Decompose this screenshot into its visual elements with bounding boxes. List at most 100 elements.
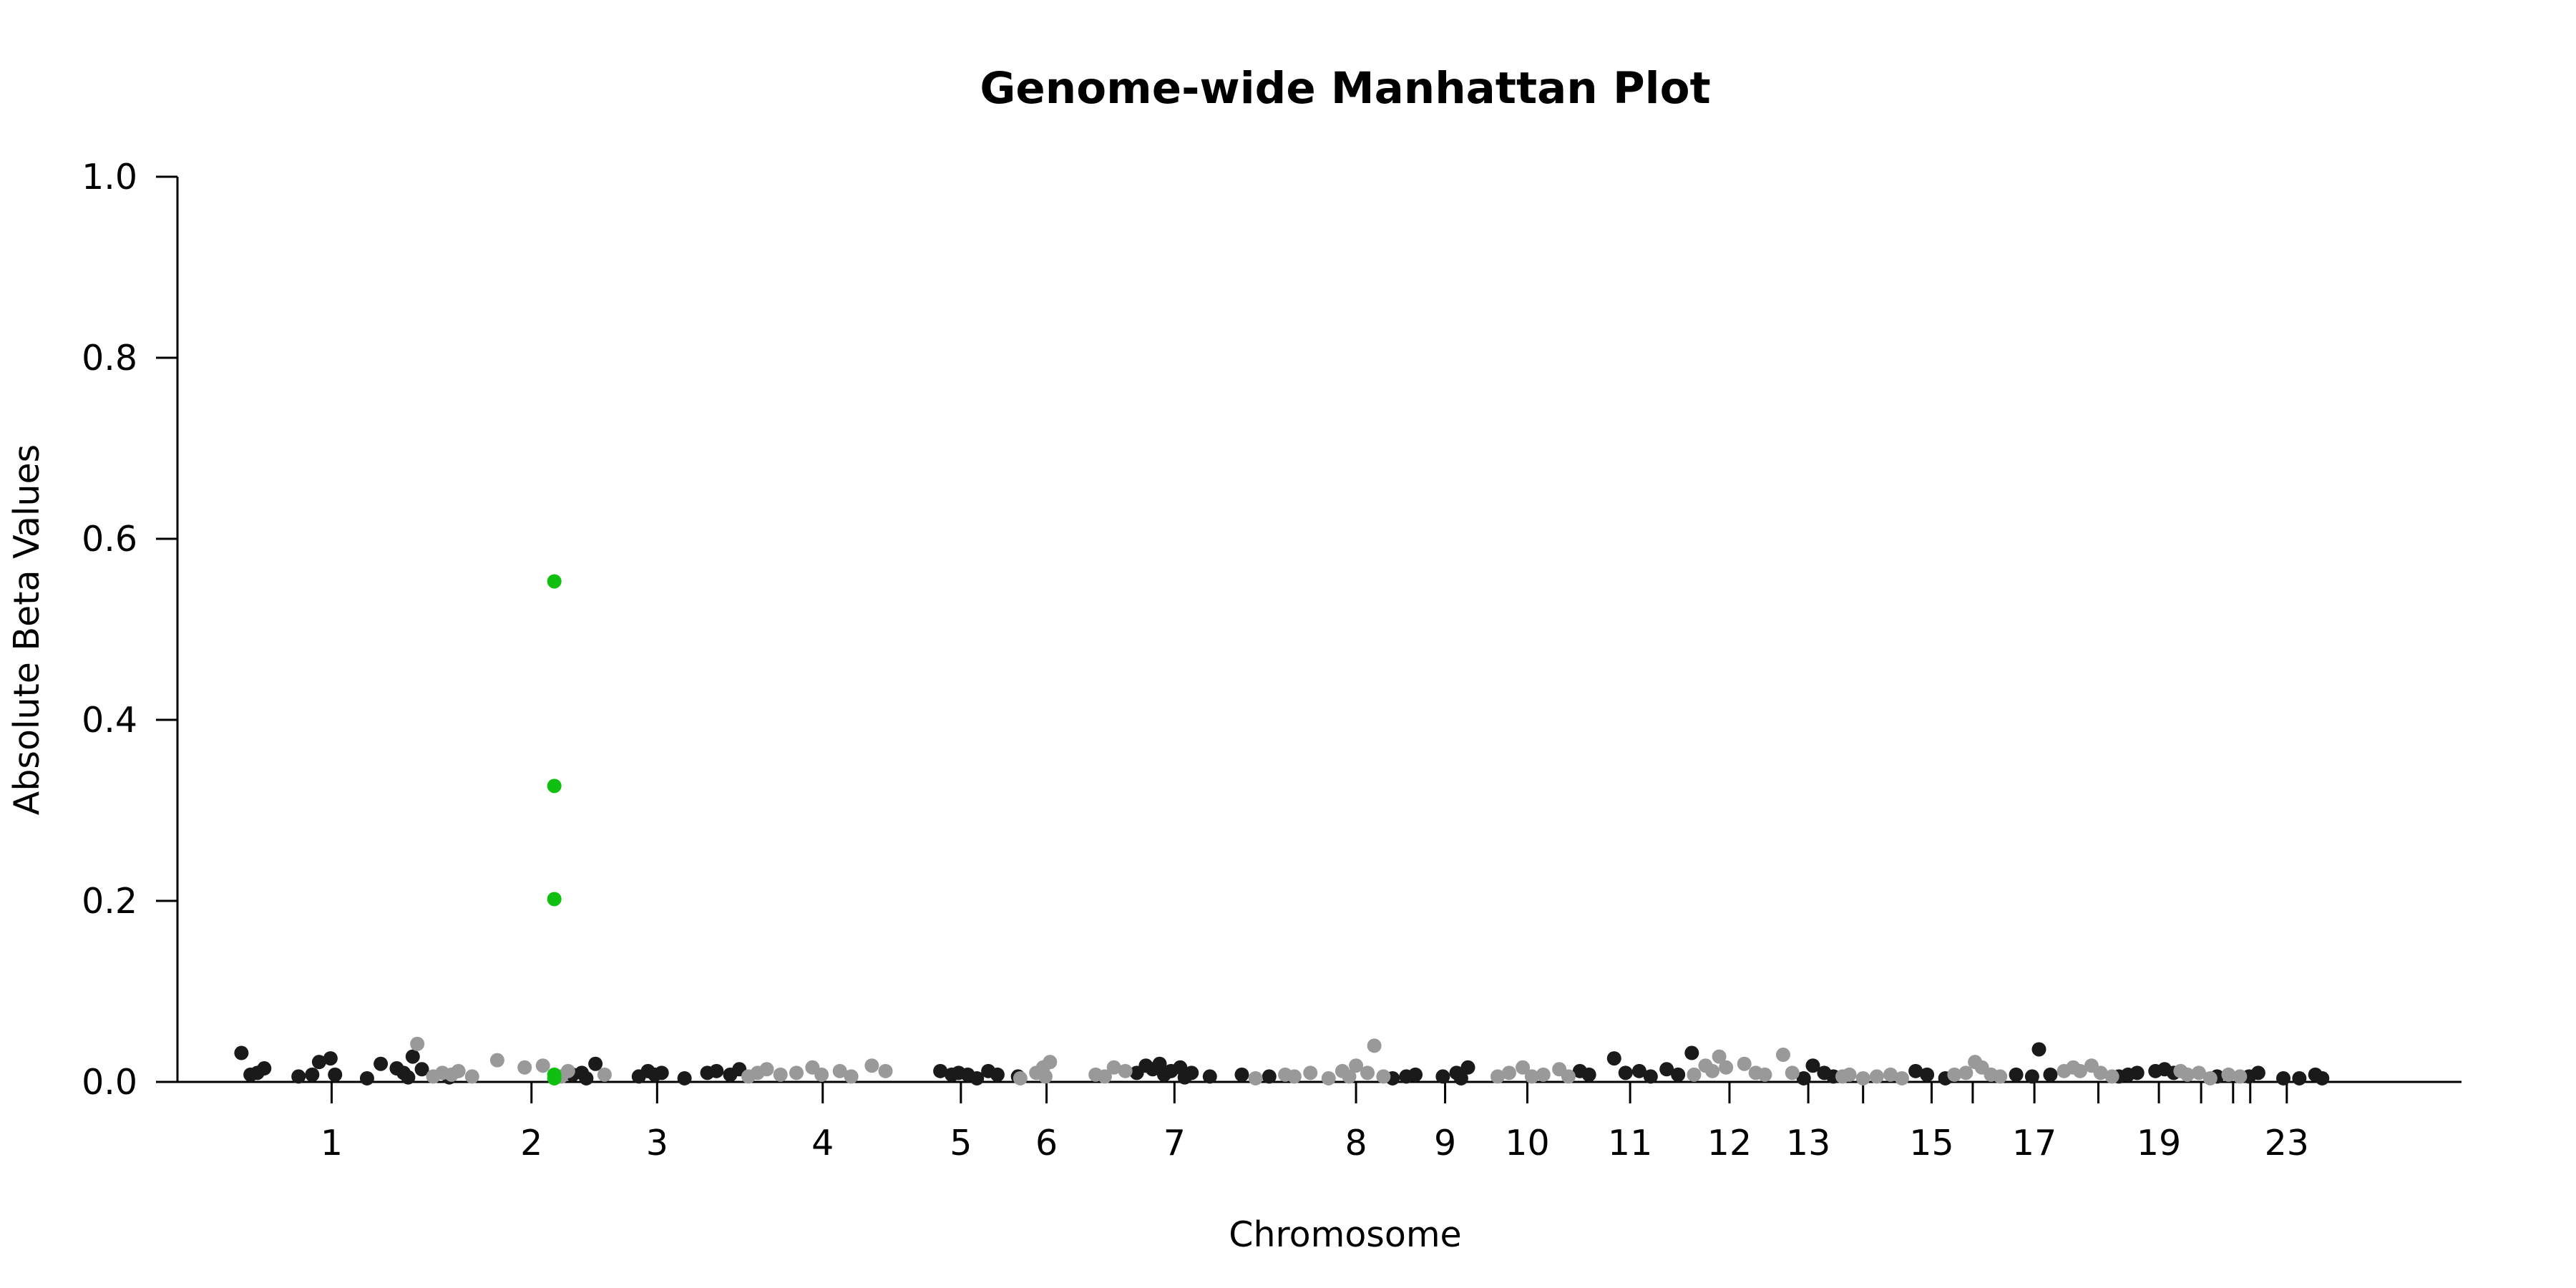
data-point — [1737, 1056, 1752, 1071]
data-point — [1618, 1065, 1633, 1080]
data-point — [311, 1055, 326, 1070]
data-point — [579, 1070, 594, 1085]
data-point — [257, 1061, 272, 1076]
data-point — [1684, 1045, 1699, 1060]
data-point — [464, 1069, 479, 1084]
data-point — [1671, 1067, 1686, 1082]
data-point — [560, 1063, 575, 1078]
data-point — [1561, 1069, 1576, 1084]
data-point — [933, 1063, 948, 1078]
data-point — [1013, 1070, 1028, 1085]
x-tick-label: 3 — [646, 1123, 668, 1163]
data-point — [1262, 1069, 1277, 1084]
data-point — [1184, 1065, 1199, 1080]
data-point — [1757, 1067, 1772, 1082]
data-point — [2292, 1070, 2307, 1085]
data-point — [234, 1045, 249, 1060]
data-point — [1202, 1069, 1217, 1084]
y-axis-label: Absolute Beta Values — [6, 444, 47, 815]
data-point — [2315, 1070, 2330, 1085]
x-tick-label: 7 — [1163, 1123, 1186, 1163]
data-point — [1606, 1051, 1621, 1066]
data-point — [677, 1070, 692, 1085]
data-point — [547, 892, 562, 907]
data-point — [1643, 1069, 1658, 1084]
data-point — [970, 1070, 985, 1085]
data-point — [323, 1051, 338, 1066]
data-point — [1631, 1063, 1646, 1078]
data-point — [654, 1065, 669, 1080]
x-tick-label: 6 — [1035, 1123, 1058, 1163]
data-point — [1659, 1062, 1674, 1077]
data-point — [1805, 1058, 1820, 1073]
data-point — [2233, 1069, 2248, 1084]
data-point — [2009, 1067, 2024, 1082]
chart-title: Genome-wide Manhattan Plot — [980, 63, 1710, 114]
data-point — [1855, 1070, 1870, 1085]
y-axis: 0.0 0.2 0.4 0.6 0.8 1.0 — [82, 157, 179, 1103]
x-tick-label: 13 — [1786, 1123, 1830, 1163]
data-point — [1775, 1048, 1790, 1063]
x-tick-label: 9 — [1434, 1123, 1456, 1163]
data-point — [1908, 1063, 1923, 1078]
data-point — [1435, 1069, 1450, 1084]
data-point — [2276, 1070, 2291, 1085]
y-tick-label: 0.8 — [82, 338, 137, 379]
data-point — [2093, 1065, 2108, 1080]
x-tick-label: 11 — [1608, 1123, 1652, 1163]
data-point — [1038, 1069, 1053, 1084]
data-point — [535, 1058, 550, 1073]
data-point — [1043, 1055, 1058, 1070]
data-point — [401, 1070, 416, 1085]
x-tick-label: 8 — [1345, 1123, 1367, 1163]
data-point — [844, 1069, 859, 1084]
data-point — [1490, 1069, 1505, 1084]
data-point — [1303, 1065, 1318, 1080]
data-point — [547, 574, 562, 589]
y-tick-label: 1.0 — [82, 157, 137, 197]
data-point — [1536, 1067, 1551, 1082]
data-point — [1785, 1065, 1800, 1080]
data-point — [405, 1049, 420, 1064]
x-tick-label: 23 — [2265, 1123, 2309, 1163]
data-point — [588, 1056, 603, 1071]
data-point — [1705, 1063, 1720, 1078]
data-points — [234, 574, 2330, 1085]
data-point — [1118, 1063, 1133, 1078]
data-point — [489, 1053, 504, 1068]
data-point — [2191, 1065, 2206, 1080]
data-point — [709, 1063, 724, 1078]
data-point — [878, 1063, 893, 1078]
x-tick-label: 12 — [1707, 1123, 1752, 1163]
data-point — [2129, 1065, 2145, 1080]
data-point — [1796, 1070, 1811, 1085]
data-point — [414, 1062, 429, 1077]
data-point — [1287, 1069, 1302, 1084]
data-point — [990, 1067, 1005, 1082]
data-point — [759, 1062, 774, 1077]
data-point — [410, 1036, 425, 1051]
data-point — [1152, 1056, 1167, 1071]
data-point — [1524, 1069, 1539, 1084]
data-point — [597, 1067, 612, 1082]
data-point — [1516, 1060, 1531, 1075]
data-point — [773, 1067, 788, 1082]
x-tick-label: 4 — [811, 1123, 834, 1163]
data-point — [1349, 1058, 1364, 1073]
data-point — [1234, 1067, 1249, 1082]
x-tick-label: 10 — [1505, 1123, 1549, 1163]
data-point — [305, 1067, 320, 1082]
x-axis: 1 2 3 4 5 6 7 8 9 10 11 12 13 15 17 19 23 — [177, 1080, 2462, 1163]
data-point — [1106, 1060, 1121, 1075]
data-point — [2031, 1042, 2046, 1057]
data-point — [451, 1063, 466, 1078]
data-point — [1712, 1049, 1727, 1064]
data-point — [2072, 1063, 2087, 1078]
data-point — [2202, 1070, 2218, 1085]
data-point — [1687, 1067, 1702, 1082]
data-point — [1947, 1067, 1962, 1082]
y-tick-label: 0.2 — [82, 881, 137, 922]
data-point — [1360, 1065, 1375, 1080]
data-point — [2104, 1069, 2119, 1084]
